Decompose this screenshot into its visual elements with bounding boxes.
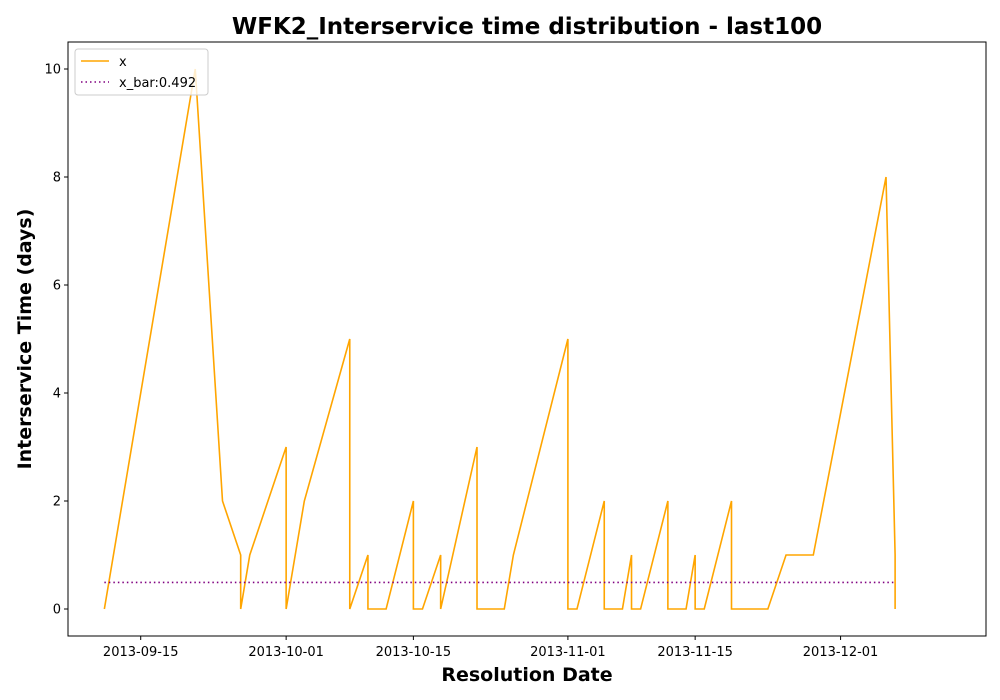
x-axis-label: Resolution Date [441,664,612,686]
y-tick-label: 6 [53,279,61,294]
legend-x-label: x [119,55,127,70]
x-tick-label: 2013-11-01 [530,645,606,660]
x-tick-label: 2013-09-15 [103,645,179,660]
x-tick-label: 2013-10-01 [248,645,324,660]
x-axis-ticks: 2013-09-15 2013-10-01 2013-10-15 2013-11-01… [103,636,878,660]
y-axis-ticks: 0 2 4 6 8 10 [44,63,68,618]
legend: x x_bar:0.492 [74,48,209,96]
y-tick-label: 8 [53,171,61,186]
y-tick-label: 2 [53,495,61,510]
plot-area [67,41,987,637]
x-tick-label: 2013-12-01 [803,645,879,660]
x-tick-label: 2013-11-15 [657,645,733,660]
y-tick-label: 4 [53,387,61,402]
series-x-line [103,68,896,610]
legend-xbar-label: x_bar:0.492 [119,76,196,91]
y-tick-label: 0 [53,603,61,618]
chart-title: WFK2_Interservice time distribution - la… [232,14,822,40]
y-axis-label: Interservice Time (days) [14,209,36,470]
y-tick-label: 10 [44,63,61,78]
series-layer [103,68,896,610]
x-tick-label: 2013-10-15 [376,645,452,660]
